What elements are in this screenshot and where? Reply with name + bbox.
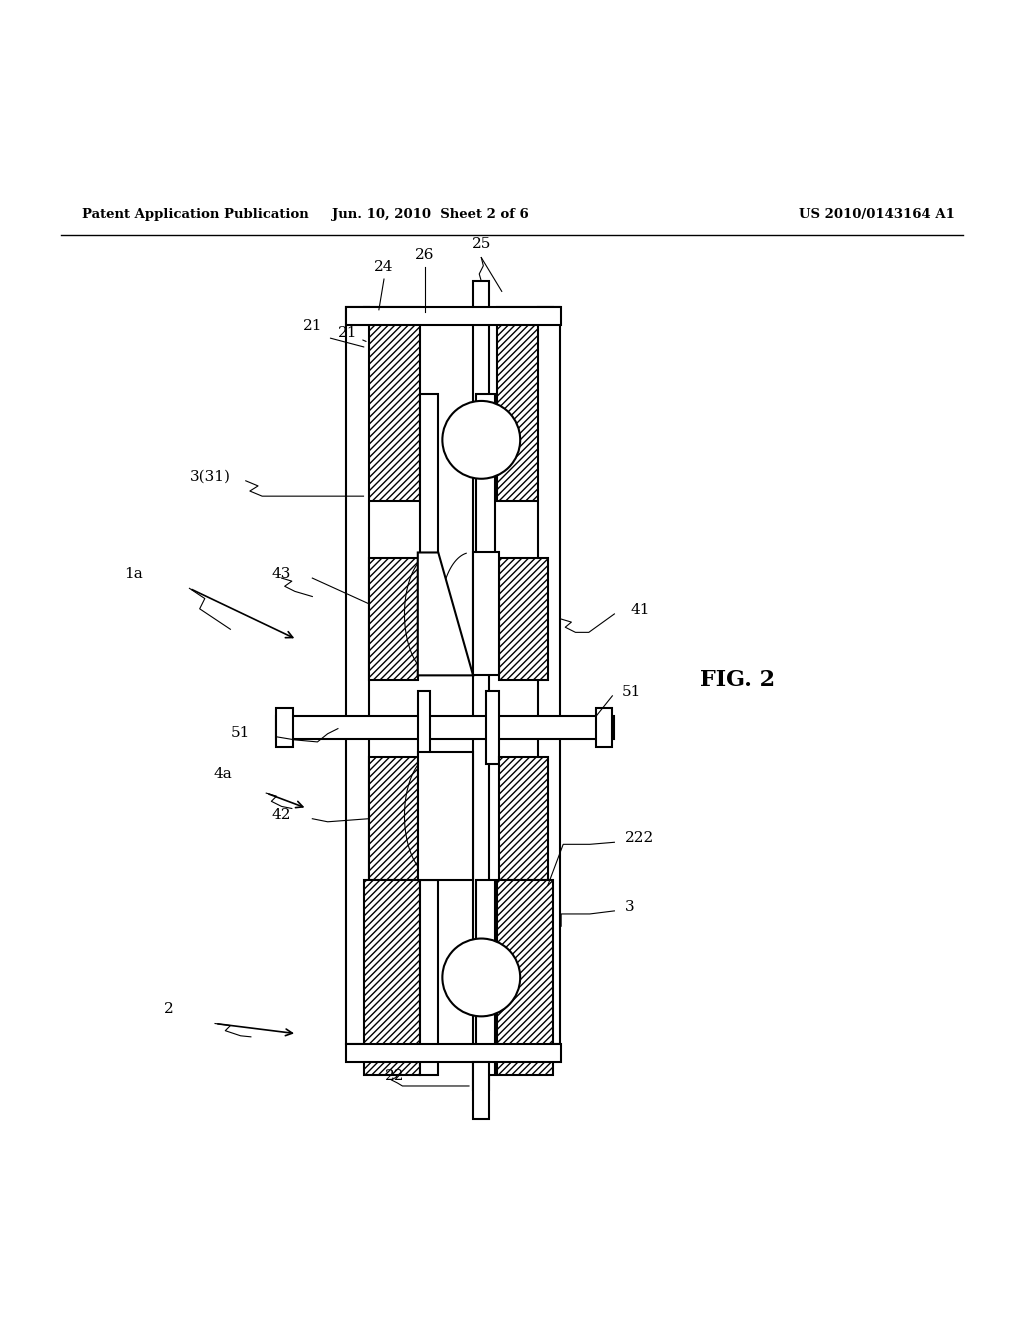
Text: Jun. 10, 2010  Sheet 2 of 6: Jun. 10, 2010 Sheet 2 of 6 [332,209,528,220]
Bar [538,306,560,1044]
Text: 3: 3 [625,900,635,913]
Text: FIG. 2: FIG. 2 [699,669,775,692]
Circle shape [442,401,520,479]
Text: US 2010/0143164 A1: US 2010/0143164 A1 [799,209,954,220]
Text: 24: 24 [374,260,394,273]
Bar [486,690,499,764]
Text: 3(31): 3(31) [189,470,230,484]
Bar [476,393,495,557]
Bar [346,1044,561,1063]
Text: 2: 2 [164,1002,174,1016]
Bar [420,880,438,1074]
Bar [499,557,548,681]
Text: Patent Application Publication: Patent Application Publication [82,209,308,220]
Text: 1a: 1a [124,568,142,581]
Text: 222: 222 [626,832,654,845]
Bar [476,880,495,1074]
Bar [499,758,548,880]
Text: 51: 51 [231,726,250,739]
Text: 41: 41 [630,603,650,616]
Bar [276,708,293,747]
Bar [276,717,614,739]
Bar [346,306,561,325]
Bar [420,393,438,557]
Bar [369,557,418,681]
Text: 51: 51 [623,685,641,698]
Bar [473,281,489,1090]
Bar [497,880,553,1074]
Text: 42: 42 [271,808,292,822]
Circle shape [442,939,520,1016]
Bar [369,758,418,880]
Bar [346,306,369,1044]
Polygon shape [418,553,473,676]
Text: 21: 21 [338,326,367,342]
Text: 22: 22 [384,1069,404,1082]
Bar [473,1063,489,1119]
Bar [364,306,420,502]
Text: 21: 21 [302,319,323,333]
Bar [497,306,553,502]
Bar [418,690,430,764]
Bar [364,880,420,1074]
Text: 26: 26 [415,248,435,261]
Text: 4a: 4a [214,767,232,780]
Polygon shape [473,553,499,676]
Text: 25: 25 [472,238,490,251]
Bar [596,708,612,747]
Text: 43: 43 [272,568,291,581]
Polygon shape [418,752,473,880]
